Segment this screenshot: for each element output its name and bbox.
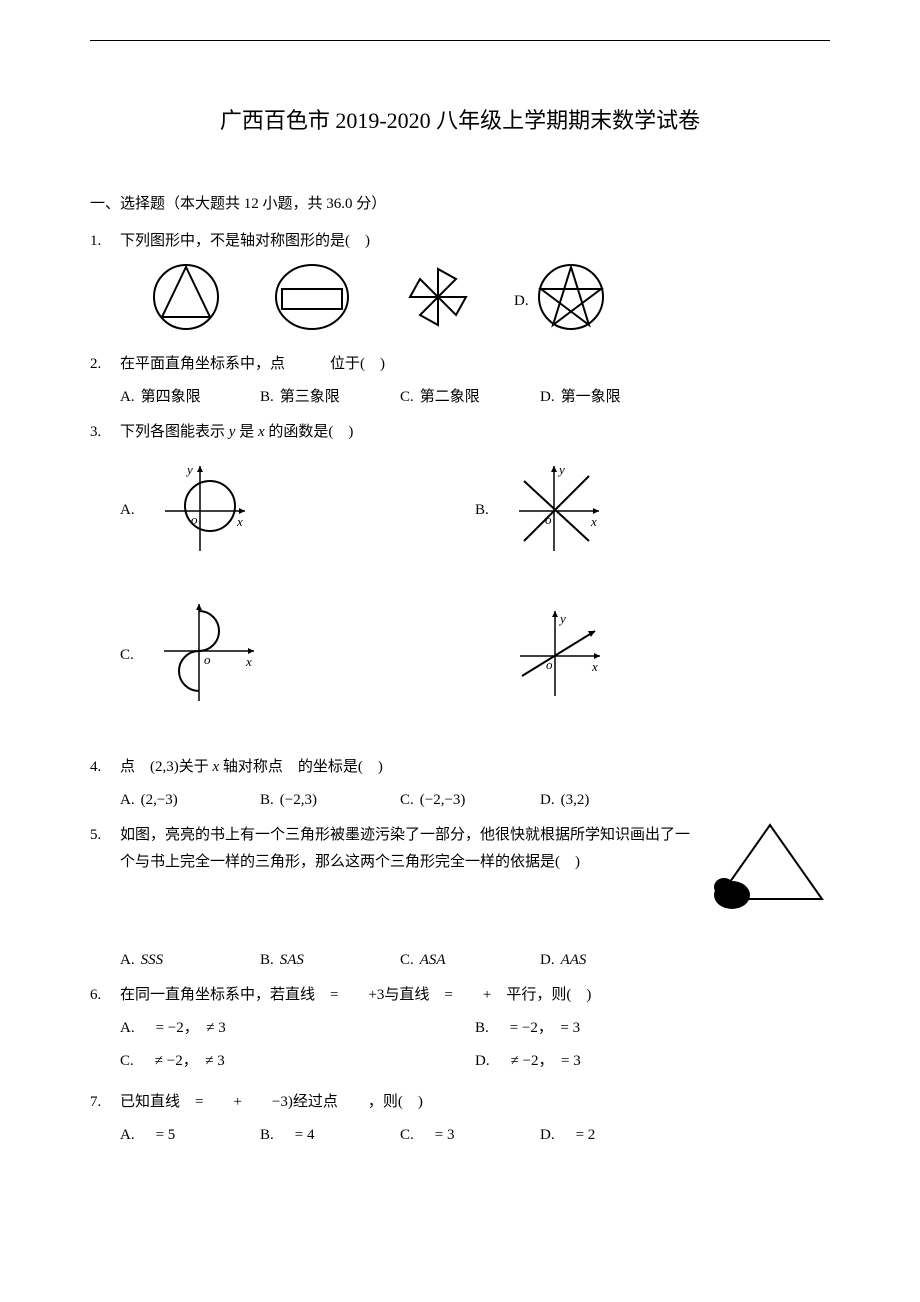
q3-options: A. o x y B. <box>120 456 830 746</box>
q6-b-label: B. <box>475 1015 489 1042</box>
q5-text: 如图，亮亮的书上有一个三角形被墨迹污染了一部分，他很快就根据所学知识画出了一个与… <box>120 822 710 876</box>
q6-b-text: = −2， = 3 <box>495 1015 580 1042</box>
q4-number: 4. <box>90 754 120 781</box>
q2-d-text: 第一象限 <box>561 384 621 411</box>
q7-d-text: = 2 <box>561 1122 596 1149</box>
svg-text:o: o <box>191 512 198 527</box>
svg-text:x: x <box>236 514 243 529</box>
q4-c-text: (−2,−3) <box>420 787 466 814</box>
q4-a-text: (2,−3) <box>141 787 178 814</box>
q7-a-label: A. <box>120 1122 135 1149</box>
q1-shape-d <box>535 261 607 343</box>
q2-b-text: 第三象限 <box>280 384 340 411</box>
q2-text: 在平面直角坐标系中，点 位于( ) <box>120 351 830 378</box>
svg-text:x: x <box>591 659 598 674</box>
q4-c-label: C. <box>400 787 414 814</box>
q1-text: 下列图形中，不是轴对称图形的是( ) <box>120 228 830 255</box>
q3-graph-d: o x y <box>510 601 610 711</box>
q2-b-label: B. <box>260 384 274 411</box>
q6-d-text: ≠ −2， = 3 <box>496 1048 581 1075</box>
q2-options: A.第四象限 B.第三象限 C.第二象限 D.第一象限 <box>120 384 830 411</box>
q6-c-text: ≠ −2， ≠ 3 <box>140 1048 225 1075</box>
q2-a-label: A. <box>120 384 135 411</box>
q7-c-label: C. <box>400 1122 414 1149</box>
q4-b-text: (−2,3) <box>280 787 317 814</box>
q4-d-label: D. <box>540 787 555 814</box>
question-6: 6. 在同一直角坐标系中，若直线 = +3与直线 = + 平行，则( ) A. … <box>90 982 830 1081</box>
q3-graph-a: o x y <box>155 456 255 566</box>
q1-number: 1. <box>90 228 120 255</box>
q1-shape-c <box>402 261 474 343</box>
q7-c-text: = 3 <box>420 1122 455 1149</box>
svg-text:o: o <box>546 657 553 672</box>
q7-b-label: B. <box>260 1122 274 1149</box>
q3-text: 下列各图能表示 y 是 x 的函数是( ) <box>120 419 830 446</box>
q4-options: A.(2,−3) B.(−2,3) C.(−2,−3) D.(3,2) <box>120 787 830 814</box>
q2-a-text: 第四象限 <box>141 384 201 411</box>
q6-a-label: A. <box>120 1015 135 1042</box>
q2-d-label: D. <box>540 384 555 411</box>
q6-a-text: = −2， ≠ 3 <box>141 1015 226 1042</box>
q1-d-label: D. <box>514 288 529 315</box>
svg-text:o: o <box>545 512 552 527</box>
q4-a-label: A. <box>120 787 135 814</box>
question-7: 7. 已知直线 = + −3)经过点 ，则( ) A. = 5 B. = 4 C… <box>90 1089 830 1149</box>
q4-text: 点 (2,3)关于 x 轴对称点 的坐标是( ) <box>120 754 830 781</box>
question-3: 3. 下列各图能表示 y 是 x 的函数是( ) A. o x y <box>90 419 830 746</box>
q1-options: D. <box>120 261 830 343</box>
q5-b-label: B. <box>260 947 274 974</box>
question-2: 2. 在平面直角坐标系中，点 位于( ) A.第四象限 B.第三象限 C.第二象… <box>90 351 830 411</box>
q2-number: 2. <box>90 351 120 378</box>
svg-text:y: y <box>558 611 566 626</box>
q5-a-label: A. <box>120 947 135 974</box>
question-4: 4. 点 (2,3)关于 x 轴对称点 的坐标是( ) A.(2,−3) B.(… <box>90 754 830 814</box>
q5-a-text: SSS <box>141 947 164 974</box>
svg-text:o: o <box>204 652 211 667</box>
q6-number: 6. <box>90 982 120 1009</box>
q3-b-label: B. <box>475 497 489 524</box>
q4-d-text: (3,2) <box>561 787 590 814</box>
q5-d-text: AAS <box>561 947 587 974</box>
svg-text:y: y <box>185 462 193 477</box>
q5-number: 5. <box>90 822 120 849</box>
question-5: 5. 如图，亮亮的书上有一个三角形被墨迹污染了一部分，他很快就根据所学知识画出了… <box>90 822 830 974</box>
q6-c-label: C. <box>120 1048 134 1075</box>
q3-graph-c: o x <box>154 596 264 716</box>
svg-text:y: y <box>557 462 565 477</box>
page-title: 广西百色市 2019-2020 八年级上学期期末数学试卷 <box>90 101 830 141</box>
q3-c-label: C. <box>120 642 134 669</box>
q3-number: 3. <box>90 419 120 446</box>
q7-text: 已知直线 = + −3)经过点 ，则( ) <box>120 1089 830 1116</box>
section-header: 一、选择题（本大题共 12 小题，共 36.0 分） <box>90 191 830 218</box>
svg-text:x: x <box>245 654 252 669</box>
q2-c-label: C. <box>400 384 414 411</box>
q7-d-label: D. <box>540 1122 555 1149</box>
q7-number: 7. <box>90 1089 120 1116</box>
q6-options: A. = −2， ≠ 3 B. = −2， = 3 C. ≠ −2， ≠ 3 D… <box>120 1015 830 1081</box>
q7-options: A. = 5 B. = 4 C. = 3 D. = 2 <box>120 1122 830 1149</box>
q1-shape-b <box>272 261 352 343</box>
q5-triangle-image <box>710 817 830 922</box>
q1-shape-a <box>150 261 222 343</box>
q5-b-text: SAS <box>280 947 304 974</box>
q3-graph-b: o x y <box>509 456 609 566</box>
header-rule <box>90 40 830 41</box>
q7-b-text: = 4 <box>280 1122 315 1149</box>
svg-text:x: x <box>590 514 597 529</box>
q2-c-text: 第二象限 <box>420 384 480 411</box>
q6-d-label: D. <box>475 1048 490 1075</box>
q5-options: A. SSS B.SAS C.ASA D.AAS <box>120 947 830 974</box>
q7-a-text: = 5 <box>141 1122 176 1149</box>
q5-c-text: ASA <box>420 947 446 974</box>
q5-d-label: D. <box>540 947 555 974</box>
q6-text: 在同一直角坐标系中，若直线 = +3与直线 = + 平行，则( ) <box>120 982 830 1009</box>
q4-b-label: B. <box>260 787 274 814</box>
q5-c-label: C. <box>400 947 414 974</box>
q3-a-label: A. <box>120 497 135 524</box>
question-1: 1. 下列图形中，不是轴对称图形的是( ) <box>90 228 830 343</box>
